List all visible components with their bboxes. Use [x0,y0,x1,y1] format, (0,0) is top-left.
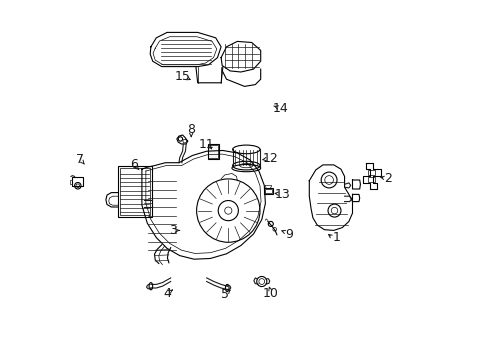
Bar [118,166,152,217]
Text: 13: 13 [274,188,289,201]
Bar [264,188,272,194]
Bar [72,177,83,186]
Text: 8: 8 [187,123,195,136]
Text: 2: 2 [384,172,392,185]
Text: 10: 10 [262,287,278,300]
Text: 3: 3 [169,224,177,237]
Bar [120,168,150,215]
Bar [367,177,374,182]
Text: 7: 7 [76,153,83,166]
Bar [208,145,218,158]
Bar [367,170,374,175]
Text: 6: 6 [129,158,137,171]
Text: 5: 5 [220,288,228,301]
Text: 1: 1 [332,231,340,244]
Text: 14: 14 [272,102,288,115]
Text: 12: 12 [262,152,278,165]
Text: 9: 9 [284,228,292,240]
Text: 11: 11 [199,138,214,150]
Bar [207,144,218,159]
Text: 4: 4 [163,287,171,300]
Bar [265,189,271,193]
Text: 15: 15 [174,70,190,83]
